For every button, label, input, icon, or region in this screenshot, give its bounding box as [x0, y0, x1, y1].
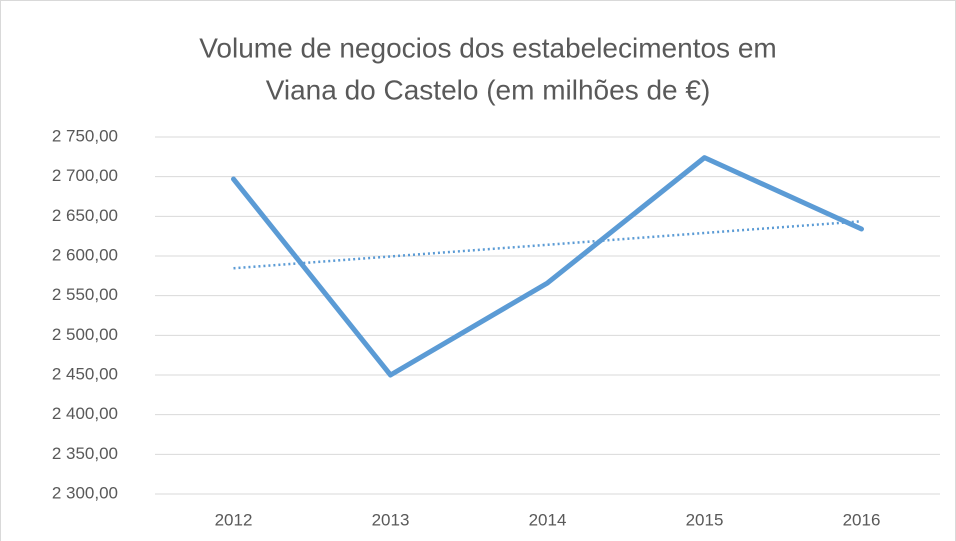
y-tick-label: 2 650,00	[52, 206, 118, 225]
chart-title: Volume de negocios dos estabelecimentos …	[199, 32, 776, 63]
y-tick-label: 2 500,00	[52, 325, 118, 344]
line-series	[231, 155, 864, 378]
chart-title: Viana do Castelo (em milhões de €)	[266, 74, 711, 105]
x-tick-label: 2015	[686, 510, 724, 529]
y-tick-label: 2 350,00	[52, 444, 118, 463]
y-tick-label: 2 300,00	[52, 483, 118, 502]
y-tick-label: 2 700,00	[52, 166, 118, 185]
y-tick-label: 2 600,00	[52, 245, 118, 264]
x-tick-label: 2016	[843, 510, 881, 529]
y-tick-label: 2 400,00	[52, 404, 118, 423]
y-tick-label: 2 550,00	[52, 285, 118, 304]
y-tick-label: 2 750,00	[52, 126, 118, 145]
x-tick-label: 2013	[372, 510, 410, 529]
x-tick-label: 2014	[529, 510, 567, 529]
y-tick-label: 2 450,00	[52, 364, 118, 383]
trendline	[233, 220, 862, 270]
x-tick-label: 2012	[215, 510, 253, 529]
